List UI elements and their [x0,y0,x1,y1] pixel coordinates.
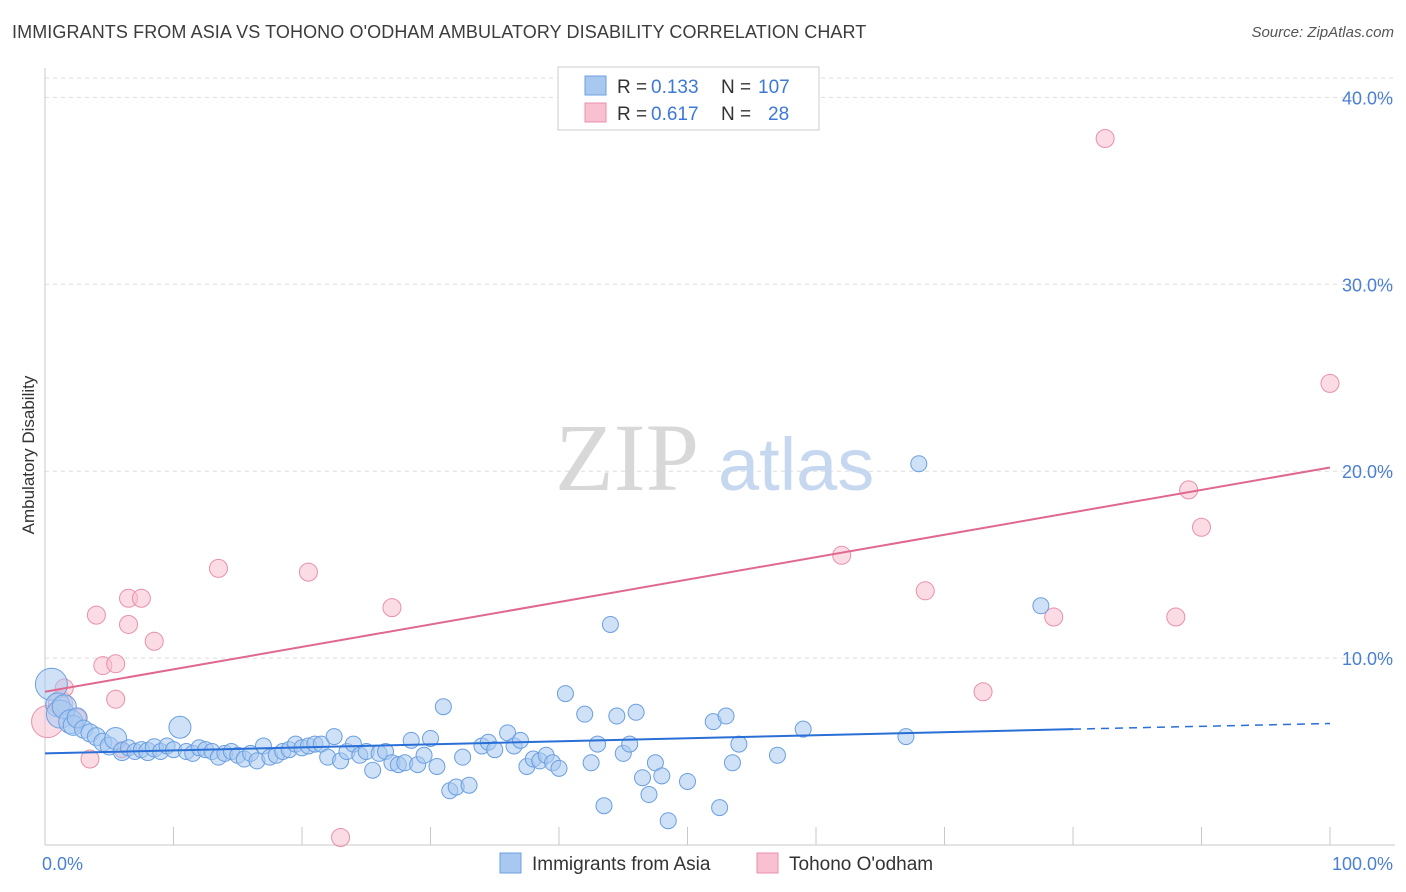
data-point-asia [897,728,915,746]
data-point-tohono [331,828,351,848]
data-point-tohono [1095,129,1115,148]
trend-lines [44,466,1331,755]
data-point-asia [556,685,574,703]
watermark-atlas: atlas [718,423,874,506]
data-point-asia [717,707,735,725]
data-point-asia [415,746,433,764]
y-tick-label: 20.0% [1342,462,1393,482]
bottom-legend-asia: Immigrants from Asia [532,854,711,875]
data-point-asia [168,715,192,739]
data-point-tohono [86,605,106,625]
data-point-tohono [1044,607,1064,627]
tick-labels: 10.0% 20.0% 30.0% 40.0% 0.0% 100.0% [42,88,1393,874]
data-point-asia [910,455,928,473]
data-point-tohono [144,631,164,651]
series-asia-points [34,455,1050,830]
data-point-asia [711,799,729,817]
data-point-asia [723,754,741,772]
watermark-zip: ZIP [555,404,699,511]
data-point-asia [794,720,812,738]
data-point-asia [634,769,652,787]
data-point-tohono [119,614,139,634]
source-label: Source: ZipAtlas.com [1251,24,1394,41]
data-point-asia [627,703,645,721]
gridlines [45,77,1395,659]
data-point-tohono [1192,517,1211,537]
trend-line-asia [44,728,1074,755]
trend-line-asia-extension [1072,722,1331,730]
data-point-tohono [208,558,228,578]
data-point-asia [595,797,613,815]
data-point-tohono [80,749,100,769]
data-point-asia [576,705,594,723]
watermark: ZIP atlas [555,404,874,511]
data-point-asia [640,786,658,804]
data-point-tohono [973,682,993,702]
data-point-tohono [106,654,126,674]
data-point-asia [434,698,452,716]
y-axis-label: Ambulatory Disability [19,375,38,534]
trend-line-tohono [44,466,1331,693]
x-tick-label: 0.0% [42,854,83,874]
legend-r-value-1: 0.133 [651,77,699,98]
legend-r-label-1: R = [617,77,647,98]
data-point-tohono [1179,480,1199,500]
data-point-asia [659,812,677,830]
legend-n-label-1: N = [721,77,751,98]
data-point-asia [653,767,671,785]
legend-r-value-2: 0.617 [651,104,699,125]
legend-r-label-2: R = [617,104,647,125]
data-point-asia [1032,597,1050,615]
data-point-asia [364,761,382,779]
bottom-legend-swatch-asia [499,852,522,874]
legend-n-value-2: 28 [768,104,789,125]
data-point-tohono [1320,373,1340,393]
chart-title: IMMIGRANTS FROM ASIA VS TOHONO O'ODHAM A… [12,22,867,42]
data-point-tohono [106,689,126,709]
data-point-asia [730,735,748,753]
data-point-asia [460,776,478,794]
data-point-tohono [131,588,151,608]
data-point-tohono [382,598,402,618]
axes [44,68,1395,846]
bottom-legend-tohono: Tohono O'odham [789,854,933,875]
data-point-asia [589,735,607,753]
legend-n-value-1: 107 [758,77,790,98]
y-tick-label: 30.0% [1342,275,1393,295]
data-point-asia [768,746,786,764]
legend-swatch-tohono [584,102,607,123]
bottom-legend: Immigrants from Asia Tohono O'odham [499,852,933,875]
data-point-asia [582,754,600,772]
data-point-asia [325,728,343,746]
data-point-asia [601,615,619,633]
legend: R = 0.133 N = 107 R = 0.617 N = 28 [557,66,820,131]
x-tick-label: 100.0% [1332,854,1393,874]
data-point-asia [486,741,504,759]
data-point-tohono [298,562,318,582]
y-tick-label: 10.0% [1342,649,1393,669]
data-point-tohono [915,581,935,601]
data-point-asia [454,748,472,766]
bottom-legend-swatch-tohono [756,852,779,874]
data-point-asia [422,729,439,747]
y-tick-label: 40.0% [1342,88,1393,108]
data-point-asia [608,707,626,725]
data-point-asia [679,772,696,790]
data-point-asia [428,758,446,775]
data-point-tohono [832,545,852,565]
data-point-tohono [1166,607,1186,627]
legend-swatch-asia [584,75,607,96]
data-point-asia [550,759,568,777]
data-point-asia [511,731,529,749]
legend-n-label-2: N = [721,104,751,125]
data-point-asia [402,731,420,749]
